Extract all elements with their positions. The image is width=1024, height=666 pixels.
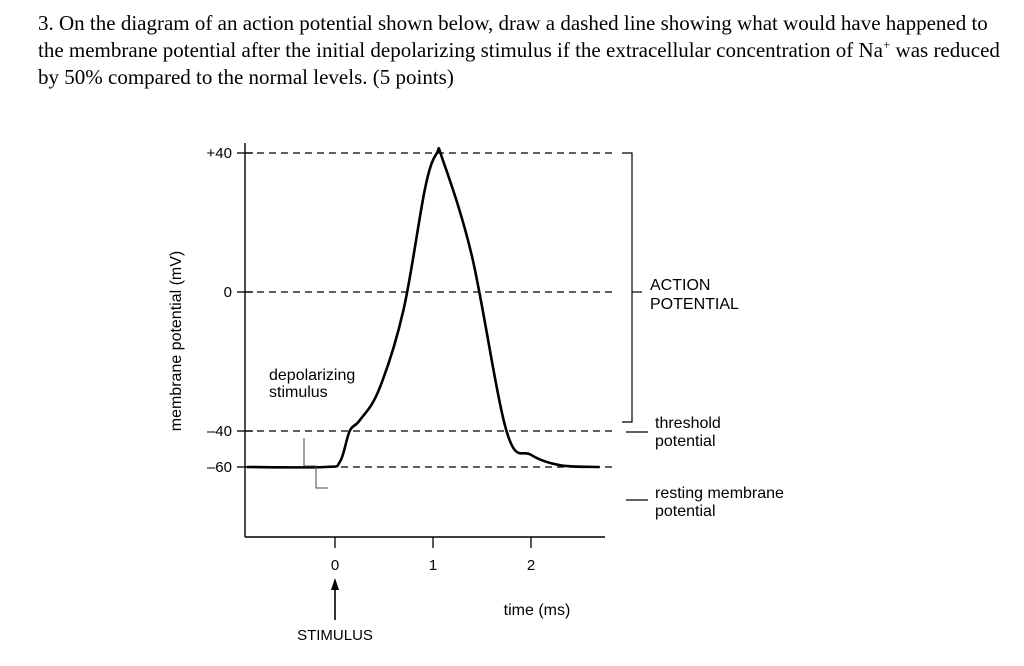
stimulus-text-label: stimulus xyxy=(269,384,328,401)
x-axis-title: time (ms) xyxy=(504,602,571,619)
ticks: +40 0 –40 –60 0 1 2 time (ms) membrane potential… xyxy=(168,145,570,619)
potential-label: POTENTIAL xyxy=(650,296,739,313)
y-axis-title: membrane potential (mV) xyxy=(168,251,185,432)
sodium-superscript: + xyxy=(882,37,891,52)
y-tick-label: –40 xyxy=(207,423,232,440)
y-tick-label: 0 xyxy=(224,284,232,301)
question-body-end: was reduced by 50% compared to the norma… xyxy=(38,38,1000,89)
resting-potential-label: potential xyxy=(655,503,716,520)
depolarizing-label: depolarizing xyxy=(269,367,355,384)
depolarizing-stimulus-bracket xyxy=(303,438,328,489)
curve-layer xyxy=(246,146,600,469)
stimulus-arrowhead xyxy=(331,578,339,590)
question-text: 3. On the diagram of an action potential… xyxy=(38,10,1013,91)
stimulus-label: STIMULUS xyxy=(297,627,373,644)
action-potential-bracket xyxy=(622,152,633,423)
y-tick-label: +40 xyxy=(207,145,232,162)
action-label: ACTION xyxy=(650,277,710,294)
question-body: On the diagram of an action potential sh… xyxy=(38,11,988,62)
question-number: 3. xyxy=(38,11,54,35)
reference-lines xyxy=(245,152,615,468)
x-tick-label: 2 xyxy=(527,557,535,574)
resting-membrane-label: resting membrane xyxy=(655,485,784,502)
action-potential-curve xyxy=(246,146,600,469)
x-tick-label: 1 xyxy=(429,557,437,574)
x-tick-label: 0 xyxy=(331,557,339,574)
threshold-label: threshold xyxy=(655,415,721,432)
y-tick-label: –60 xyxy=(207,459,232,476)
axes xyxy=(244,143,605,538)
threshold-potential-label: potential xyxy=(655,433,716,450)
